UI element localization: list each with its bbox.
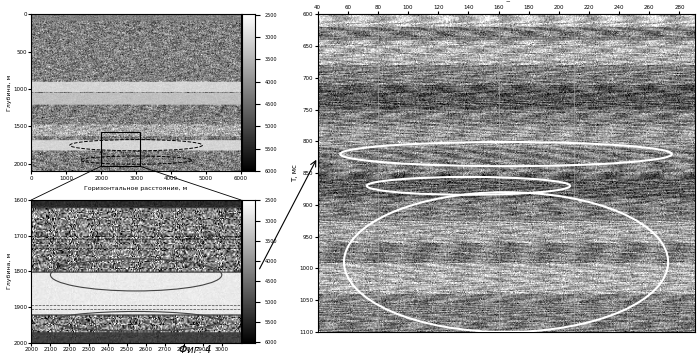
X-axis label: LINE_NO: LINE_NO (491, 0, 521, 1)
Text: Фиг. 4: Фиг. 4 (179, 346, 211, 356)
Y-axis label: Глубина, м: Глубина, м (7, 75, 12, 111)
Y-axis label: T, мс: T, мс (292, 164, 298, 182)
Bar (101, 132, 140, 166)
Y-axis label: Глубина, м: Глубина, м (7, 253, 12, 290)
X-axis label: Горизонтальное расстояние, м: Горизонтальное расстояние, м (84, 186, 188, 191)
